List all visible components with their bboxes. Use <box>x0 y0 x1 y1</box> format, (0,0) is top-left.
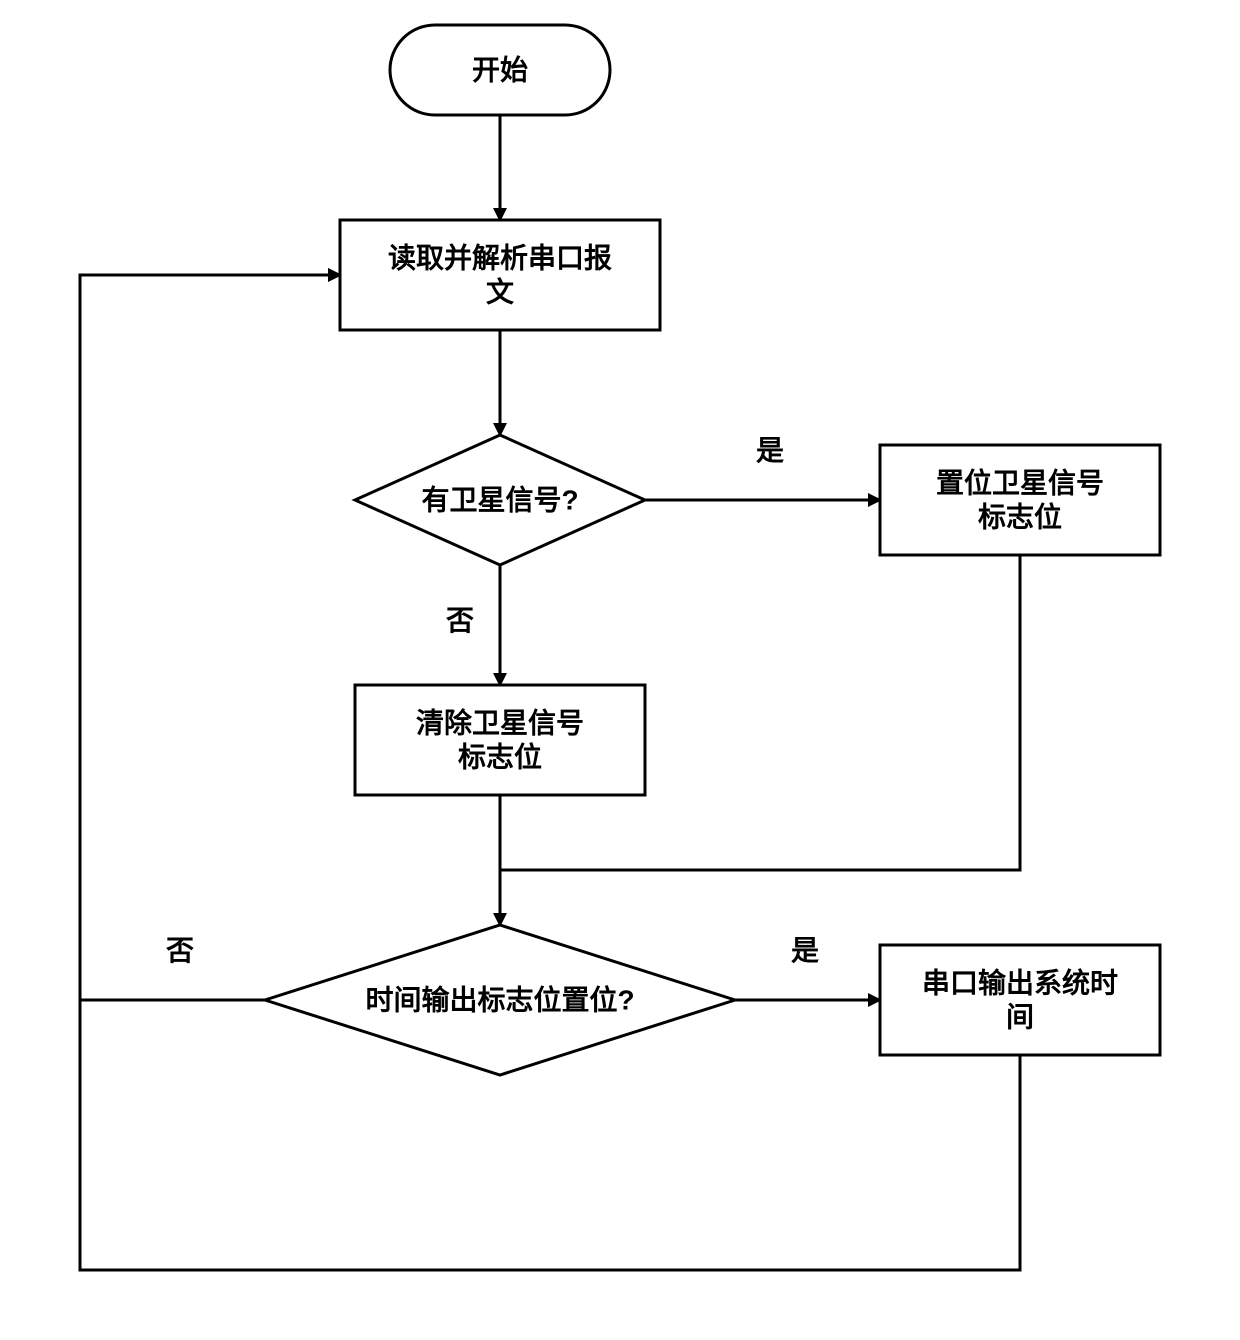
node-label: 读取并解析串口报 <box>388 243 612 274</box>
node-label: 文 <box>486 275 514 307</box>
edge-label: 否 <box>446 605 474 636</box>
node-label: 标志位 <box>458 740 542 772</box>
node-d1: 有卫星信号? <box>355 435 645 565</box>
node-d2: 时间输出标志位置位? <box>265 925 735 1075</box>
node-clear: 清除卫星信号标志位 <box>355 685 645 795</box>
node-label: 开始 <box>472 55 528 86</box>
node-out: 串口输出系统时间 <box>880 945 1160 1055</box>
node-read: 读取并解析串口报文 <box>340 220 660 330</box>
edge-label: 是 <box>791 935 819 966</box>
node-label: 标志位 <box>978 500 1062 532</box>
flowchart: 是否是否开始读取并解析串口报文有卫星信号?置位卫星信号标志位清除卫星信号标志位时… <box>0 0 1240 1340</box>
node-set: 置位卫星信号标志位 <box>880 445 1160 555</box>
node-label: 时间输出标志位置位? <box>365 984 634 1016</box>
node-start: 开始 <box>390 25 610 115</box>
edge-label: 否 <box>166 935 194 966</box>
node-label: 串口输出系统时 <box>922 967 1118 999</box>
node-label: 清除卫星信号 <box>416 707 584 739</box>
node-label: 间 <box>1006 1001 1034 1032</box>
node-label: 置位卫星信号 <box>936 467 1104 499</box>
node-label: 有卫星信号? <box>421 485 578 516</box>
edge-label: 是 <box>756 435 784 466</box>
edge <box>80 275 340 1000</box>
